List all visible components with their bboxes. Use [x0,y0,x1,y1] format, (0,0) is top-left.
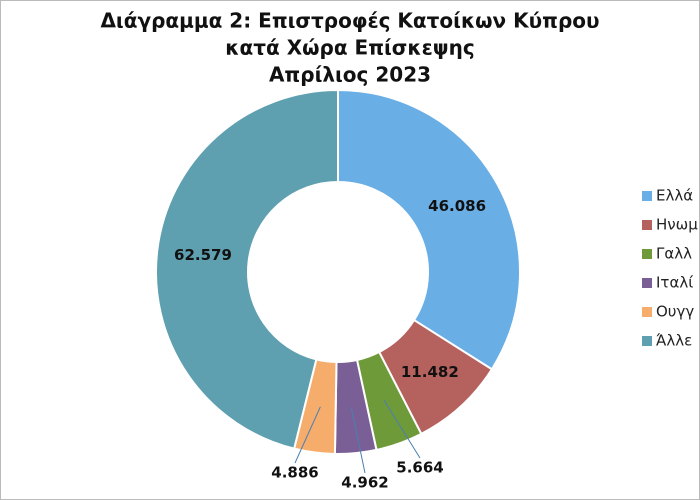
chart-title: Απρίλιος 2023 [269,63,431,87]
data-label: 4.962 [341,474,388,492]
legend-label: Ελλά [656,187,693,205]
data-label: 62.579 [174,246,232,264]
leader-line [383,399,421,459]
donut-slice [337,88,521,371]
legend-label: Ηνωμ [656,216,698,234]
legend-marker [642,336,652,346]
legend-label: Ιταλί [656,274,693,292]
legend-label: Άλλε [656,332,692,350]
legend-label: Γαλλ [656,245,692,263]
data-label: 11.482 [401,363,459,381]
donut-slice [155,88,339,450]
data-label: 4.886 [271,464,318,482]
legend-marker [642,278,652,288]
chart-title: κατά Χώρα Επίσκεψης [225,36,474,60]
legend-marker [642,191,652,201]
leader-line [294,406,321,464]
leader-line [350,407,366,474]
data-label: 46.086 [428,197,486,215]
legend-marker [642,307,652,317]
legend-label: Ουγγ [656,303,694,321]
legend-marker [642,249,652,259]
data-label: 5.664 [396,459,443,477]
legend-marker [642,220,652,230]
chart-title: Διάγραμμα 2: Επιστροφές Κατοίκων Κύπρου [100,9,599,33]
